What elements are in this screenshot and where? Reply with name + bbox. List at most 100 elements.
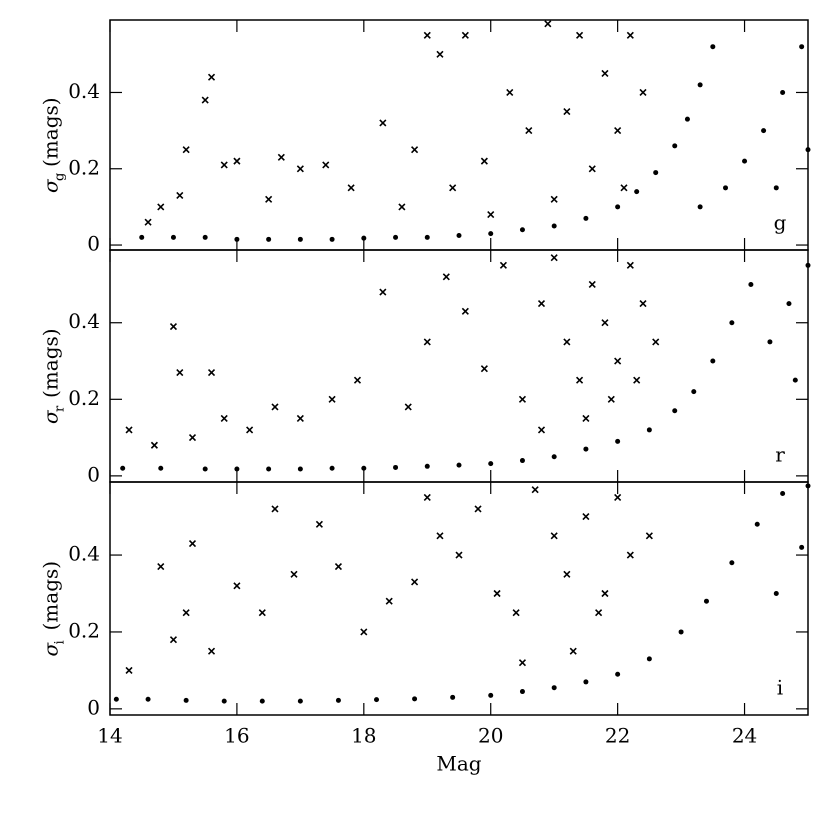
cross-point — [626, 551, 634, 559]
dot-point — [710, 44, 716, 50]
cross-point — [423, 338, 431, 346]
dot-point — [456, 233, 462, 239]
cross-point — [614, 127, 622, 135]
cross-point — [626, 31, 634, 39]
cross-point — [271, 505, 279, 513]
dot-point — [583, 679, 589, 685]
dot-point — [754, 521, 760, 527]
dot-point — [583, 446, 589, 452]
dot-point — [646, 656, 652, 662]
dot-point — [786, 301, 792, 307]
dot-point — [773, 185, 779, 191]
cross-point — [404, 403, 412, 411]
cross-point — [265, 195, 273, 203]
y-label-unit: (mags) — [39, 97, 63, 167]
dot-point — [139, 234, 145, 240]
cross-point — [512, 609, 520, 617]
cross-point — [347, 184, 355, 192]
cross-point — [480, 157, 488, 165]
dot-point — [684, 116, 690, 122]
cross-point — [271, 403, 279, 411]
dot-point — [202, 466, 208, 472]
x-tick-label: 22 — [605, 724, 630, 748]
cross-point — [499, 261, 507, 269]
dot-point — [551, 454, 557, 460]
dot-point — [697, 204, 703, 210]
cross-point — [550, 195, 558, 203]
dot-point — [519, 227, 525, 233]
dot-point — [113, 696, 119, 702]
cross-point — [176, 191, 184, 200]
x-tick-label: 14 — [97, 724, 122, 748]
dot-point — [799, 44, 805, 50]
cross-point — [157, 563, 165, 571]
dot-point — [519, 689, 525, 695]
dot-point — [583, 215, 589, 221]
cross-point — [563, 107, 571, 116]
x-tick-label: 16 — [224, 724, 249, 748]
dot-point — [221, 698, 227, 704]
cross-point — [423, 493, 431, 501]
dot-point — [723, 185, 729, 191]
cross-point — [563, 570, 571, 578]
dot-point — [615, 671, 621, 677]
cross-point — [626, 261, 634, 269]
cross-point — [601, 69, 609, 77]
cross-point — [207, 368, 216, 377]
panel-label: g — [774, 211, 787, 235]
cross-point — [614, 493, 622, 501]
cross-point — [645, 532, 653, 540]
dot-point — [488, 461, 494, 467]
cross-point — [144, 218, 152, 226]
cross-point — [328, 395, 336, 403]
dot-point — [646, 427, 652, 433]
cross-point — [652, 338, 660, 346]
dot-point — [450, 694, 456, 700]
dot-point — [488, 692, 494, 698]
dot-point — [424, 463, 430, 469]
dot-point — [297, 236, 303, 242]
dot-point — [424, 234, 430, 240]
cross-point — [461, 31, 469, 39]
cross-point — [455, 551, 463, 559]
cross-point — [537, 300, 546, 308]
dot-point — [361, 465, 367, 471]
cross-point — [398, 203, 406, 211]
cross-point — [315, 520, 323, 528]
cross-point — [442, 273, 450, 281]
cross-point — [537, 426, 546, 434]
dot-point — [767, 339, 773, 345]
cross-point — [582, 513, 590, 521]
y-tick-label: 0.4 — [68, 79, 100, 103]
y-tick-label: 0.4 — [68, 309, 100, 333]
y-label-symbol: σ — [39, 178, 63, 193]
cross-point — [246, 426, 254, 434]
dot-point — [335, 697, 341, 703]
cross-point — [125, 426, 133, 434]
cross-point — [125, 666, 133, 674]
cross-point — [575, 376, 584, 384]
x-axis-label: Mag — [436, 752, 481, 776]
dot-point — [729, 320, 735, 326]
dot-point — [297, 466, 303, 472]
dot-point — [456, 462, 462, 468]
dot-point — [634, 189, 640, 195]
cross-point — [188, 539, 197, 548]
panel-frame — [109, 19, 809, 251]
y-axis-label: σi (mags) — [39, 561, 68, 657]
dot-point — [678, 629, 684, 635]
cross-point — [601, 319, 609, 327]
cross-point — [233, 582, 241, 590]
x-tick-label: 24 — [732, 724, 757, 748]
y-label-unit: (mags) — [39, 328, 63, 398]
dot-point — [120, 465, 126, 471]
dot-point — [697, 82, 703, 88]
dot-point — [672, 143, 678, 149]
cross-point — [449, 184, 457, 192]
cross-point — [258, 609, 266, 617]
dot-point — [393, 464, 399, 470]
cross-point — [290, 570, 298, 578]
cross-point — [207, 73, 216, 81]
panel-label: r — [775, 443, 785, 467]
cross-point — [506, 88, 514, 97]
